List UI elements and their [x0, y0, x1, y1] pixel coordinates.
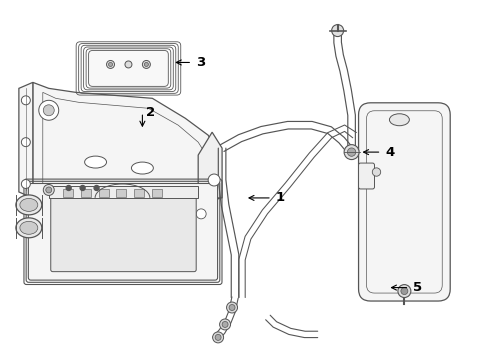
- Bar: [81, 189, 91, 197]
- Polygon shape: [19, 82, 33, 198]
- Polygon shape: [198, 132, 222, 198]
- Ellipse shape: [20, 198, 38, 211]
- Circle shape: [347, 148, 356, 156]
- FancyBboxPatch shape: [51, 196, 196, 272]
- Bar: [63, 189, 73, 197]
- Ellipse shape: [20, 221, 38, 234]
- Circle shape: [196, 209, 206, 219]
- Circle shape: [226, 302, 238, 313]
- Ellipse shape: [16, 195, 42, 215]
- Circle shape: [332, 24, 343, 37]
- FancyBboxPatch shape: [359, 103, 450, 301]
- Text: 1: 1: [276, 192, 285, 204]
- Circle shape: [215, 334, 221, 340]
- Circle shape: [106, 60, 115, 68]
- Polygon shape: [190, 205, 212, 222]
- Circle shape: [22, 96, 30, 105]
- Circle shape: [94, 185, 99, 190]
- Text: 3: 3: [196, 56, 205, 69]
- Circle shape: [39, 100, 59, 120]
- Ellipse shape: [85, 156, 106, 168]
- Circle shape: [66, 185, 71, 190]
- Circle shape: [108, 62, 113, 67]
- Bar: [98, 189, 108, 197]
- Circle shape: [372, 168, 381, 176]
- Circle shape: [220, 319, 231, 330]
- Text: 2: 2: [147, 106, 155, 119]
- Circle shape: [208, 174, 220, 186]
- Circle shape: [46, 187, 52, 193]
- Ellipse shape: [390, 114, 409, 126]
- Bar: [134, 189, 145, 197]
- Circle shape: [22, 180, 30, 189]
- Circle shape: [213, 332, 223, 343]
- Text: 4: 4: [386, 145, 395, 159]
- Circle shape: [143, 60, 150, 68]
- Bar: [117, 189, 126, 197]
- Circle shape: [43, 184, 54, 195]
- FancyBboxPatch shape: [359, 163, 374, 189]
- Bar: [49, 186, 198, 198]
- Ellipse shape: [131, 162, 153, 174]
- Circle shape: [80, 185, 85, 190]
- FancyBboxPatch shape: [89, 50, 168, 86]
- Circle shape: [145, 62, 148, 67]
- Circle shape: [125, 61, 132, 68]
- Text: 5: 5: [414, 281, 422, 294]
- Circle shape: [229, 305, 235, 310]
- Circle shape: [344, 145, 359, 159]
- Circle shape: [398, 285, 411, 298]
- Polygon shape: [33, 82, 220, 205]
- Circle shape: [43, 105, 54, 116]
- Ellipse shape: [16, 218, 42, 238]
- Circle shape: [22, 138, 30, 147]
- Circle shape: [222, 321, 228, 328]
- Bar: [152, 189, 162, 197]
- FancyBboxPatch shape: [28, 184, 218, 280]
- Circle shape: [401, 288, 408, 294]
